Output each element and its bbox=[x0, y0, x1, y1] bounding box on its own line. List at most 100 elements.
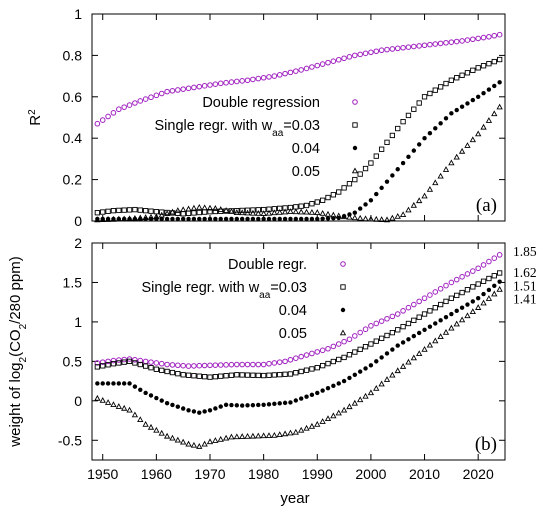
data-point bbox=[491, 290, 498, 297]
data-point bbox=[265, 432, 273, 438]
data-point bbox=[470, 284, 476, 290]
data-point bbox=[191, 216, 197, 222]
data-point bbox=[475, 35, 481, 42]
data-point bbox=[437, 333, 444, 339]
data-point bbox=[222, 207, 230, 213]
legend-marker bbox=[340, 307, 346, 313]
data-point bbox=[218, 404, 223, 409]
legend-marker bbox=[352, 145, 358, 151]
data-point bbox=[448, 279, 455, 286]
data-point bbox=[416, 100, 422, 106]
data-point bbox=[459, 104, 465, 109]
data-point bbox=[281, 208, 289, 215]
data-point bbox=[325, 360, 331, 367]
data-point bbox=[115, 215, 122, 222]
data-point bbox=[175, 216, 181, 222]
data-point bbox=[185, 205, 192, 212]
data-point bbox=[255, 372, 261, 379]
data-point bbox=[202, 409, 207, 414]
data-point bbox=[373, 384, 380, 391]
data-point bbox=[185, 210, 192, 216]
y-tick-label: 0.5 bbox=[63, 353, 83, 369]
data-point bbox=[186, 408, 191, 413]
data-point bbox=[454, 75, 460, 81]
data-point bbox=[147, 213, 155, 220]
data-point bbox=[390, 347, 395, 352]
end-value-label: 1.85 bbox=[513, 244, 537, 259]
data-point bbox=[427, 90, 433, 97]
data-point bbox=[304, 394, 309, 399]
data-point bbox=[292, 208, 299, 215]
data-point bbox=[260, 432, 267, 439]
data-point bbox=[104, 216, 112, 222]
data-point bbox=[163, 210, 171, 217]
data-point bbox=[260, 361, 267, 368]
data-point bbox=[459, 289, 465, 296]
data-point bbox=[496, 252, 503, 258]
data-point bbox=[405, 206, 412, 213]
data-point bbox=[180, 86, 186, 92]
legend-label: 0.05 bbox=[279, 326, 307, 342]
data-point bbox=[245, 216, 250, 222]
data-point bbox=[148, 94, 154, 101]
data-point bbox=[266, 74, 272, 80]
data-point bbox=[292, 428, 299, 435]
data-point bbox=[116, 106, 122, 113]
data-point bbox=[352, 210, 358, 215]
data-point bbox=[293, 355, 299, 362]
data-point bbox=[185, 363, 192, 369]
data-point bbox=[201, 440, 208, 447]
data-point bbox=[319, 210, 326, 216]
data-point bbox=[175, 87, 181, 93]
data-point bbox=[293, 398, 299, 403]
data-point bbox=[411, 301, 417, 308]
data-point bbox=[201, 83, 208, 89]
data-point bbox=[410, 354, 417, 361]
data-point bbox=[427, 41, 433, 48]
data-point bbox=[491, 58, 497, 65]
legend-label: Single regr. with waa=0.03 bbox=[155, 118, 321, 139]
data-point bbox=[331, 383, 336, 389]
data-point bbox=[142, 96, 149, 102]
y-tick-label: 0.6 bbox=[63, 89, 83, 105]
data-point bbox=[464, 70, 471, 76]
data-point bbox=[481, 90, 486, 96]
data-point bbox=[244, 361, 251, 368]
end-value-label: 1.51 bbox=[513, 279, 537, 294]
data-point bbox=[94, 364, 101, 370]
data-point bbox=[309, 366, 315, 372]
data-point bbox=[116, 381, 122, 386]
data-point bbox=[191, 84, 197, 91]
data-point bbox=[410, 201, 417, 208]
data-point bbox=[411, 106, 417, 112]
y-tick-label: 1.5 bbox=[63, 274, 83, 290]
data-point bbox=[126, 406, 133, 413]
data-point bbox=[486, 258, 492, 265]
y-tick-label: 2 bbox=[74, 235, 82, 251]
data-point bbox=[148, 208, 154, 214]
data-point bbox=[180, 206, 187, 213]
data-point bbox=[115, 403, 122, 409]
data-point bbox=[201, 204, 208, 211]
data-point bbox=[276, 359, 283, 365]
data-point bbox=[475, 94, 481, 100]
data-point bbox=[368, 49, 374, 56]
data-point bbox=[432, 41, 439, 47]
data-point bbox=[153, 92, 160, 99]
data-point bbox=[271, 431, 278, 438]
data-point bbox=[416, 197, 423, 204]
data-point bbox=[142, 420, 149, 427]
data-point bbox=[330, 192, 337, 198]
data-point bbox=[159, 367, 165, 374]
data-point bbox=[399, 211, 407, 218]
data-point bbox=[169, 87, 176, 94]
data-point bbox=[207, 374, 213, 380]
data-point bbox=[228, 433, 235, 440]
data-point bbox=[158, 211, 165, 218]
data-point bbox=[346, 352, 353, 358]
data-point bbox=[362, 326, 369, 333]
data-point bbox=[191, 363, 197, 369]
data-point bbox=[437, 285, 444, 292]
data-point bbox=[207, 82, 213, 88]
data-point bbox=[180, 438, 187, 445]
